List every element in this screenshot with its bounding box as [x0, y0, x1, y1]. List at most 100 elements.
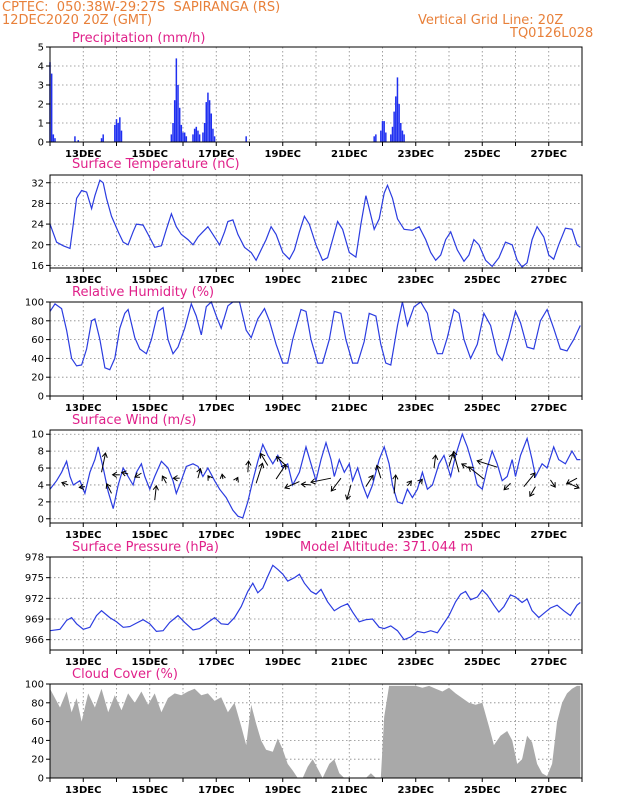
- precip-bar: [391, 126, 394, 142]
- precip-bar: [210, 113, 213, 142]
- wind-arrow-head: [172, 475, 178, 482]
- precip-bar: [183, 132, 186, 142]
- wind-arrow-head: [417, 478, 423, 485]
- x-date-label: 15DEC: [132, 149, 168, 160]
- precip-bar: [383, 121, 385, 142]
- x-date-label: 13DEC: [65, 149, 101, 160]
- wind-arrow-head: [275, 456, 282, 462]
- x-date-label: 25DEC: [464, 530, 500, 541]
- wind-arrow: [549, 479, 556, 488]
- wind-arrow-head: [460, 463, 467, 469]
- panel-4: Surface Pressure (hPa) Model Altitude: 37…: [25, 540, 583, 668]
- y-tick-label: 40: [31, 354, 44, 365]
- x-date-label: 15DEC: [132, 403, 168, 414]
- precip-bar: [197, 130, 199, 142]
- x-date-label: 21DEC: [331, 785, 367, 796]
- wind-arrow-head: [300, 481, 307, 488]
- x-date-label: 25DEC: [464, 657, 500, 668]
- precip-bar: [403, 134, 405, 142]
- precip-bar: [390, 134, 392, 142]
- panel-3: Surface Wind (m/s) 0 2 4 6 8 10 13DEC 15DEC 17DEC…: [31, 413, 583, 541]
- wind-arrow-head: [101, 452, 108, 458]
- precip-bar: [115, 119, 118, 142]
- wind-arrow-head: [280, 463, 287, 470]
- wind-arrow-head: [476, 459, 483, 465]
- precip-bar: [203, 123, 206, 142]
- y-tick-label: 20: [31, 240, 44, 251]
- y-tick-label: 0: [38, 774, 44, 785]
- y-tick-label: 16: [31, 261, 44, 272]
- wind-arrow: [121, 471, 129, 475]
- wind-arrow-head: [368, 474, 374, 481]
- x-date-label: 17DEC: [198, 275, 234, 286]
- y-tick-label: 966: [25, 635, 44, 646]
- y-tick-label: 100: [25, 680, 44, 691]
- panel-title: Surface Pressure (hPa): [72, 540, 219, 555]
- x-date-label: 25DEC: [464, 403, 500, 414]
- precip-bar: [198, 134, 201, 142]
- y-tick-label: 8: [38, 447, 44, 458]
- wind-arrow: [523, 472, 536, 487]
- wind-arrow: [106, 483, 112, 494]
- x-date-label: 17DEC: [198, 785, 234, 796]
- x-date-label: 25DEC: [464, 785, 500, 796]
- precip-bar: [54, 138, 56, 142]
- wind-arrow: [255, 463, 264, 484]
- wind-arrow-head: [207, 475, 213, 481]
- precip-bar: [213, 136, 216, 142]
- x-date-label: 19DEC: [265, 149, 301, 160]
- panel-2: Relative Humidity (%) 0 20 40 60 80 100 13DEC 15…: [25, 285, 583, 414]
- model-id: TQ0126L028: [510, 26, 594, 41]
- precip-bar: [178, 107, 181, 142]
- wind-arrow-head: [152, 484, 159, 491]
- panel-frame: [49, 174, 583, 269]
- x-date-label: 25DEC: [464, 275, 500, 286]
- wind-arrow: [161, 475, 167, 484]
- x-date-label: 21DEC: [331, 403, 367, 414]
- series-line: [49, 564, 581, 641]
- x-date-label: 21DEC: [331, 657, 367, 668]
- wind-arrow: [247, 461, 250, 473]
- y-tick-label: 4: [38, 62, 44, 73]
- x-date-label: 17DEC: [198, 530, 234, 541]
- wind-arrow-head: [260, 452, 266, 459]
- wind-arrow-head: [392, 474, 399, 480]
- y-tick-label: 60: [31, 335, 44, 346]
- wind-arrow: [433, 455, 437, 469]
- precip-bar: [202, 132, 204, 142]
- wind-arrow: [101, 452, 107, 473]
- y-tick-label: 972: [25, 594, 44, 605]
- series-line: [49, 179, 581, 268]
- precip-bar: [177, 85, 179, 142]
- wind-arrow: [477, 460, 498, 468]
- panel-title: Surface Wind (m/s): [72, 413, 196, 428]
- wind-arrow: [154, 485, 157, 501]
- x-date-label: 15DEC: [132, 657, 168, 668]
- wind-arrow-head: [406, 480, 412, 487]
- precip-bar: [182, 132, 184, 142]
- y-tick-label: 28: [31, 199, 44, 210]
- wind-arrow: [284, 481, 300, 489]
- wind-arrow-head: [161, 475, 168, 482]
- x-date-label: 21DEC: [331, 275, 367, 286]
- precip-bar: [208, 100, 211, 142]
- panel-frame: [49, 556, 583, 651]
- x-date-label: 17DEC: [198, 149, 234, 160]
- y-tick-label: 80: [31, 316, 44, 327]
- panel-title: Surface Temperature (nC): [72, 157, 240, 172]
- precip-bar: [400, 123, 402, 142]
- x-date-label: 19DEC: [265, 785, 301, 796]
- precip-bar: [192, 134, 194, 142]
- y-tick-label: 4: [38, 480, 44, 491]
- series-line: [49, 432, 581, 519]
- wind-arrow-head: [529, 491, 535, 498]
- precip-bar: [52, 134, 55, 142]
- x-date-label: 27DEC: [531, 149, 567, 160]
- precip-bar: [380, 130, 382, 142]
- x-date-label: 13DEC: [65, 785, 101, 796]
- wind-arrow-head: [245, 460, 252, 466]
- wind-arrow: [503, 482, 511, 491]
- x-date-label: 13DEC: [65, 275, 101, 286]
- y-tick-label: 0: [38, 392, 44, 403]
